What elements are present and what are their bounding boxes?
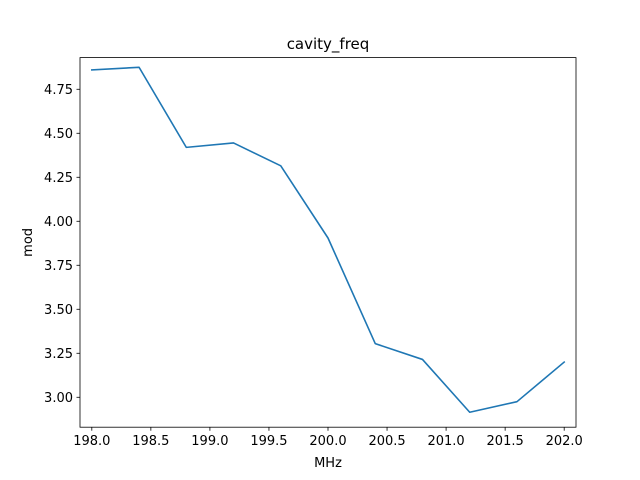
y-tick-label: 3.75 bbox=[44, 259, 73, 274]
x-axis-ticks: 198.0 198.5 199.0 199.5 200.0 200.5 201.0 201.5… bbox=[73, 427, 583, 449]
y-tick-label: 3.25 bbox=[44, 347, 73, 362]
x-tick-label: 202.0 bbox=[546, 434, 583, 449]
y-tick-label: 4.25 bbox=[44, 171, 73, 186]
x-tick-label: 201.5 bbox=[487, 434, 524, 449]
y-tick-label: 3.50 bbox=[44, 303, 73, 318]
y-tick-label: 4.75 bbox=[44, 83, 73, 98]
y-tick-label: 4.50 bbox=[44, 127, 73, 142]
y-tick-label: 3.00 bbox=[44, 391, 73, 406]
x-tick-label: 200.0 bbox=[309, 434, 346, 449]
plot-frame bbox=[79, 57, 577, 428]
x-axis-label: MHz bbox=[314, 456, 342, 471]
x-tick-label: 198.5 bbox=[132, 434, 169, 449]
x-tick-label: 201.0 bbox=[427, 434, 464, 449]
y-axis-ticks: 3.00 3.25 3.50 3.75 4.00 4.25 4.50 4.75 bbox=[44, 83, 80, 406]
plot-area bbox=[80, 57, 576, 428]
y-tick-label: 4.00 bbox=[44, 215, 73, 230]
chart-title: cavity_freq bbox=[287, 35, 370, 54]
x-tick-label: 199.5 bbox=[250, 434, 287, 449]
x-tick-label: 199.0 bbox=[191, 434, 228, 449]
y-axis-label: mod bbox=[21, 228, 36, 257]
series-line bbox=[90, 66, 566, 414]
x-tick-label: 200.5 bbox=[368, 434, 405, 449]
x-tick-label: 198.0 bbox=[73, 434, 110, 449]
series-layer bbox=[90, 66, 566, 414]
